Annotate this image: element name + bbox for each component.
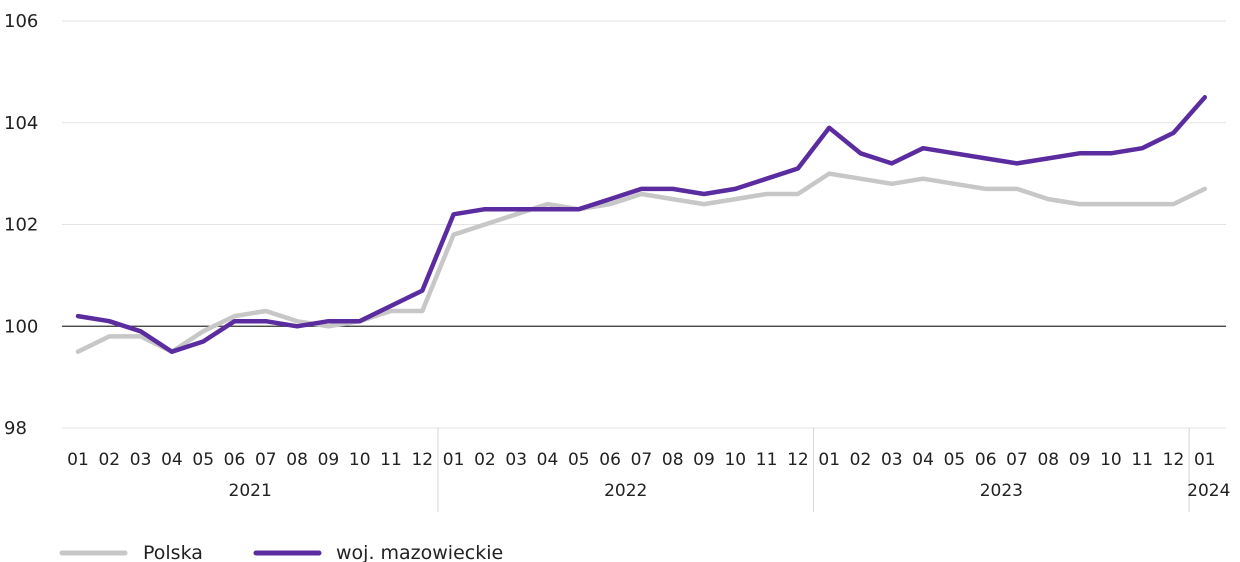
x-tick-label: 04 bbox=[161, 450, 183, 470]
legend: Polska woj. mazowieckie bbox=[59, 542, 503, 562]
y-tick-label: 102 bbox=[4, 215, 38, 236]
x-tick-label: 12 bbox=[787, 450, 809, 470]
y-tick-label: 106 bbox=[4, 11, 38, 32]
x-tick-label: 08 bbox=[1037, 450, 1059, 470]
x-tick-label: 10 bbox=[1100, 450, 1122, 470]
x-tick-label: 12 bbox=[1163, 450, 1185, 470]
x-tick-label: 01 bbox=[818, 450, 840, 470]
x-tick-label: 01 bbox=[443, 450, 465, 470]
series-line-polska bbox=[75, 171, 1208, 354]
x-tick-label: 05 bbox=[192, 450, 214, 470]
x-tick-label: 04 bbox=[912, 450, 934, 470]
x-tick-label: 05 bbox=[568, 450, 590, 470]
x-tick-label: 06 bbox=[975, 450, 997, 470]
legend-label: woj. mazowieckie bbox=[336, 542, 503, 562]
x-tick-label: 02 bbox=[98, 450, 120, 470]
y-tick-label: 100 bbox=[4, 316, 38, 337]
year-label: 2023 bbox=[980, 481, 1023, 501]
x-tick-label: 11 bbox=[1131, 450, 1153, 470]
x-tick-label: 06 bbox=[599, 450, 621, 470]
x-tick-label: 09 bbox=[1069, 450, 1091, 470]
series-line-mazowieckie bbox=[75, 95, 1208, 354]
x-tick-label: 12 bbox=[411, 450, 433, 470]
year-label: 2021 bbox=[229, 481, 272, 501]
x-tick-label: 01 bbox=[67, 450, 89, 470]
y-tick-label: 98 bbox=[4, 418, 27, 439]
legend-label: Polska bbox=[143, 542, 203, 562]
x-tick-label: 05 bbox=[944, 450, 966, 470]
year-label: 2024 bbox=[1187, 481, 1230, 501]
series-lines bbox=[75, 95, 1208, 354]
year-label: 2022 bbox=[604, 481, 647, 501]
x-tick-label: 10 bbox=[724, 450, 746, 470]
x-tick-label: 07 bbox=[1006, 450, 1028, 470]
x-tick-label: 04 bbox=[537, 450, 559, 470]
x-tick-label: 11 bbox=[380, 450, 402, 470]
x-tick-label: 03 bbox=[130, 450, 152, 470]
x-tick-label: 11 bbox=[756, 450, 778, 470]
x-axis: 01 02 03 04 05 06 07 08 09 10 11 12 01 02 03 04 05 06 07 08… bbox=[67, 428, 1230, 512]
x-tick-label: 02 bbox=[850, 450, 872, 470]
y-axis: 98 100 102 104 106 bbox=[4, 11, 38, 439]
x-tick-label: 09 bbox=[318, 450, 340, 470]
x-tick-label: 08 bbox=[662, 450, 684, 470]
x-tick-label: 02 bbox=[474, 450, 496, 470]
x-tick-label: 09 bbox=[693, 450, 715, 470]
x-tick-label: 03 bbox=[881, 450, 903, 470]
x-tick-label: 01 bbox=[1194, 450, 1216, 470]
x-tick-label: 06 bbox=[224, 450, 246, 470]
x-tick-label: 08 bbox=[286, 450, 308, 470]
x-tick-label: 07 bbox=[631, 450, 653, 470]
y-tick-label: 104 bbox=[4, 113, 38, 134]
x-tick-label: 07 bbox=[255, 450, 277, 470]
x-tick-label: 03 bbox=[505, 450, 527, 470]
x-tick-label: 10 bbox=[349, 450, 371, 470]
grid-lines bbox=[62, 20, 1226, 429]
